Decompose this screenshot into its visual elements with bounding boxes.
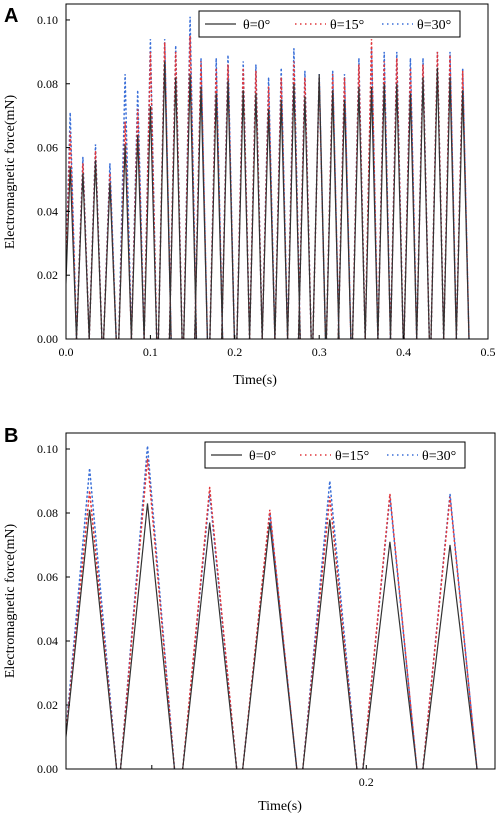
panel-a-legend: θ=0° θ=15° θ=30°	[198, 10, 461, 38]
panel-b-letter: B	[4, 425, 18, 447]
xtick-label: 0.4	[396, 345, 411, 359]
ytick-label: 0.06	[37, 141, 58, 155]
panel-b-legend: θ=0° θ=15° θ=30°	[204, 441, 466, 469]
xtick-label: 0.0	[59, 345, 74, 359]
panel-b-plot	[66, 445, 478, 769]
panel-b-legend-label-1: θ=15°	[335, 449, 369, 464]
panel-a-legend-label-1: θ=15°	[330, 18, 364, 33]
ytick-label: 0.10	[37, 13, 58, 27]
panel-a-yticks: 0.00 0.02 0.04 0.06 0.08 0.10	[37, 13, 70, 346]
panel-a-letter: A	[4, 5, 18, 27]
panel-a-ylabel: Electromagnetic force(mN)	[3, 95, 18, 250]
series-line-2	[66, 16, 470, 339]
panel-a-xticks: 0.0 0.1 0.2 0.3 0.4 0.5	[59, 335, 496, 359]
ytick-label: 0.08	[37, 77, 58, 91]
panel-b-frame	[65, 432, 496, 770]
panel-a-frame	[65, 3, 489, 340]
xtick-label: 0.2	[359, 775, 374, 789]
panel-b-xlabel: Time(s)	[258, 799, 302, 814]
panel-b-xticks: 0.2	[151, 765, 374, 789]
panel-b-ylabel: Electromagnetic force(mN)	[3, 524, 18, 679]
series-line-0	[66, 503, 478, 769]
series-line-1	[66, 458, 478, 769]
ytick-label: 0.04	[37, 634, 58, 648]
series-line-2	[66, 445, 478, 769]
panel-b-legend-label-2: θ=30°	[422, 449, 456, 464]
ytick-label: 0.00	[37, 332, 58, 346]
xtick-label: 0.3	[312, 345, 327, 359]
panel-b-legend-box	[204, 441, 466, 469]
panel-a-legend-label-0: θ=0°	[243, 18, 270, 33]
series-line-1	[66, 35, 470, 339]
panel-b: B 0.00 0.02 0.04 0.06 0.08 0.10 0.2 Time(s) E…	[3, 425, 496, 814]
panel-a: A 0.000.020.040.060.080.10 0.0 0.1 0.2 0.3 0…	[3, 3, 496, 388]
series-line-0	[66, 61, 470, 339]
panel-b-legend-label-0: θ=0°	[249, 449, 276, 464]
ytick-label: 0.00	[37, 762, 58, 776]
xtick-label: 0.5	[481, 345, 496, 359]
panel-a-legend-label-2: θ=30°	[417, 18, 451, 33]
panel-a-xlabel: Time(s)	[233, 373, 277, 388]
ytick-label: 0.06	[37, 570, 58, 584]
ytick-label: 0.10	[37, 442, 58, 456]
ytick-label: 0.02	[37, 698, 58, 712]
xtick-label: 0.2	[227, 345, 242, 359]
ytick-label: 0.04	[37, 204, 58, 218]
xtick-label: 0.1	[143, 345, 158, 359]
ytick-label: 0.08	[37, 506, 58, 520]
panel-b-yticks: 0.00 0.02 0.04 0.06 0.08 0.10	[37, 442, 70, 776]
ytick-label: 0.02	[37, 268, 58, 282]
panel-a-plot	[66, 16, 470, 339]
panel-a-legend-box	[198, 10, 461, 38]
